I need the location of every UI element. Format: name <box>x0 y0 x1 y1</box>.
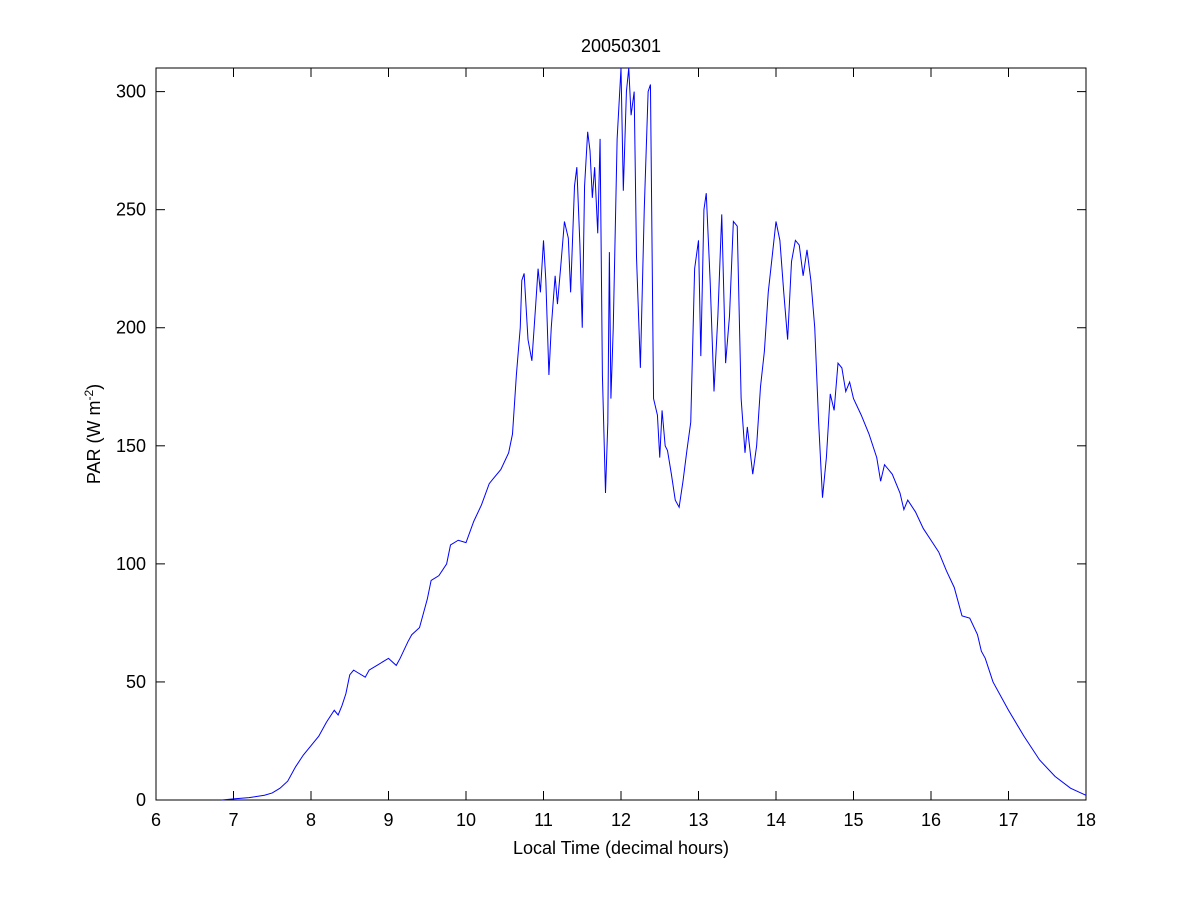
x-tick-label: 14 <box>766 810 786 830</box>
x-tick-label: 9 <box>383 810 393 830</box>
x-tick-label: 11 <box>534 810 553 830</box>
x-tick-label: 10 <box>456 810 476 830</box>
x-tick-label: 13 <box>688 810 708 830</box>
x-tick-label: 8 <box>306 810 316 830</box>
chart-title: 20050301 <box>581 36 661 56</box>
y-tick-label: 300 <box>116 82 146 102</box>
y-tick-label: 150 <box>116 436 146 456</box>
x-tick-label: 7 <box>228 810 238 830</box>
data-line <box>221 67 1087 801</box>
plot-box <box>155 67 1087 801</box>
y-tick-label: 200 <box>116 318 146 338</box>
x-tick-label: 6 <box>151 810 161 830</box>
y-tick-label: 100 <box>116 554 146 574</box>
y-label-text: PAR (W m <box>84 401 104 485</box>
x-tick-label: 18 <box>1076 810 1096 830</box>
x-axis-label: Local Time (decimal hours) <box>513 838 729 858</box>
y-tick-label: 50 <box>126 672 146 692</box>
y-axis-label: PAR (W m-2) <box>82 384 104 484</box>
x-tick-label: 15 <box>843 810 863 830</box>
x-tick-label: 17 <box>998 810 1018 830</box>
x-tick-label: 12 <box>611 810 631 830</box>
x-tick-label: 16 <box>921 810 941 830</box>
y-label-superscript: -2 <box>82 390 96 401</box>
y-label-suffix: ) <box>84 384 104 390</box>
y-tick-label: 0 <box>136 790 146 810</box>
y-tick-label: 250 <box>116 200 146 220</box>
